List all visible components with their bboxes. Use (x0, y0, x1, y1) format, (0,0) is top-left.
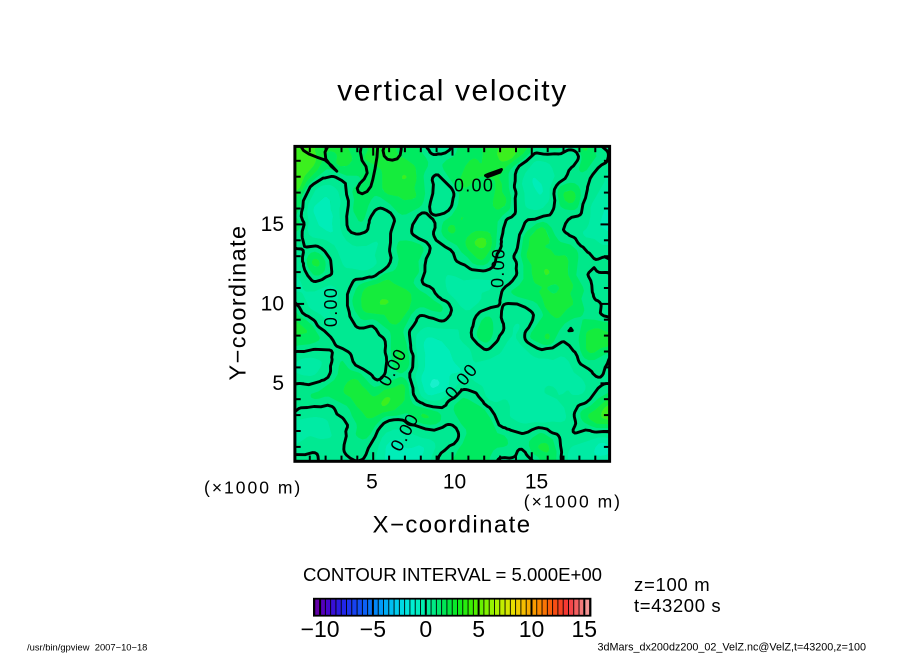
svg-text:(×1000 m): (×1000 m) (204, 478, 302, 498)
svg-text:5: 5 (272, 372, 284, 395)
svg-text:−5: −5 (360, 616, 386, 642)
svg-text:z=100 m: z=100 m (634, 574, 710, 595)
svg-text:t=43200 s: t=43200 s (634, 595, 721, 616)
svg-text:15: 15 (525, 471, 548, 494)
svg-text:5: 5 (472, 616, 485, 642)
svg-text:X−coordinate: X−coordinate (373, 512, 532, 539)
svg-text:vertical velocity: vertical velocity (337, 75, 568, 108)
svg-text:10: 10 (261, 292, 284, 315)
svg-text:5: 5 (366, 471, 378, 494)
svg-text:CONTOUR INTERVAL = 5.000E+00: CONTOUR INTERVAL = 5.000E+00 (303, 564, 602, 585)
svg-text:10: 10 (443, 471, 466, 494)
svg-text:−10: −10 (301, 616, 340, 642)
svg-text:10: 10 (519, 616, 545, 642)
svg-text:0.00: 0.00 (321, 287, 341, 327)
svg-text:(×1000 m): (×1000 m) (524, 492, 622, 512)
svg-text:15: 15 (572, 616, 598, 642)
svg-text:0.00: 0.00 (487, 247, 508, 288)
svg-text:/usr/bin/gpview 2007−10−18: /usr/bin/gpview 2007−10−18 (27, 642, 147, 653)
svg-text:Y−coordinate: Y−coordinate (225, 225, 251, 381)
svg-text:3dMars_dx200dz200_02_VelZ.nc@V: 3dMars_dx200dz200_02_VelZ.nc@VelZ,t=4320… (598, 642, 866, 654)
svg-text:15: 15 (261, 213, 284, 236)
svg-text:0.00: 0.00 (454, 176, 494, 196)
svg-text:0: 0 (419, 616, 432, 642)
